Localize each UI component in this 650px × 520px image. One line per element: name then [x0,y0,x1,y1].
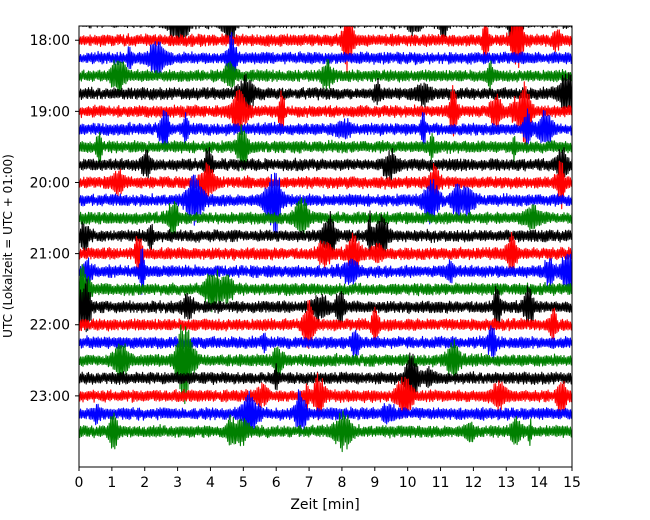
x-tick-label: 2 [140,475,149,491]
y-tick-label: 18:00 [30,33,70,49]
x-tick-label: 7 [305,475,314,491]
x-axis: 0 1 2 3 4 5 6 7 8 9 10 11 12 13 14 15 [75,467,581,491]
trace-line [79,372,572,421]
x-tick-label: 12 [464,475,482,491]
trace-line [79,210,572,262]
seismogram-traces [79,26,572,453]
trace-line [79,172,572,234]
trace-line [79,246,572,295]
trace-line [79,324,572,405]
trace-line [79,278,572,333]
x-tick-label: 5 [239,475,248,491]
trace-line [79,352,572,399]
y-axis: 18:00 19:00 20:00 21:00 22:00 23:00 [30,33,79,405]
x-axis-label: Zeit [min] [290,497,359,513]
x-tick-label: 0 [75,475,84,491]
trace-line [79,389,572,437]
trace-line [79,325,572,361]
trace-line [79,31,572,85]
trace-line [79,58,572,96]
x-tick-label: 4 [206,475,215,491]
x-tick-label: 15 [563,475,581,491]
trace-line [79,197,572,236]
plot-frame [78,25,573,468]
y-tick-label: 22:00 [30,318,70,334]
x-tick-label: 8 [337,475,346,491]
x-tick-label: 14 [530,475,548,491]
trace-line [79,108,572,153]
y-axis-label: UTC (Lokalzeit = UTC + 01:00) [1,154,15,338]
trace-line [79,264,572,313]
y-tick-label: 19:00 [30,104,70,120]
x-tick-label: 13 [497,475,515,491]
x-tick-label: 1 [107,475,116,491]
y-tick-label: 20:00 [30,175,70,191]
x-tick-label: 9 [370,475,379,491]
y-tick-label: 23:00 [30,389,70,405]
trace-line [79,299,572,350]
x-tick-label: 6 [272,475,281,491]
x-tick-label: 3 [173,475,182,491]
trace-line [79,26,572,74]
trace-line [79,231,572,274]
x-tick-label: 11 [432,475,450,491]
trace-line [79,81,572,148]
trace-line [79,410,572,453]
trace-line [79,146,572,184]
x-tick-label: 10 [399,475,417,491]
trace-line [79,160,572,210]
trace-line [79,124,572,172]
y-tick-label: 21:00 [30,247,70,263]
trace-line [79,72,572,115]
